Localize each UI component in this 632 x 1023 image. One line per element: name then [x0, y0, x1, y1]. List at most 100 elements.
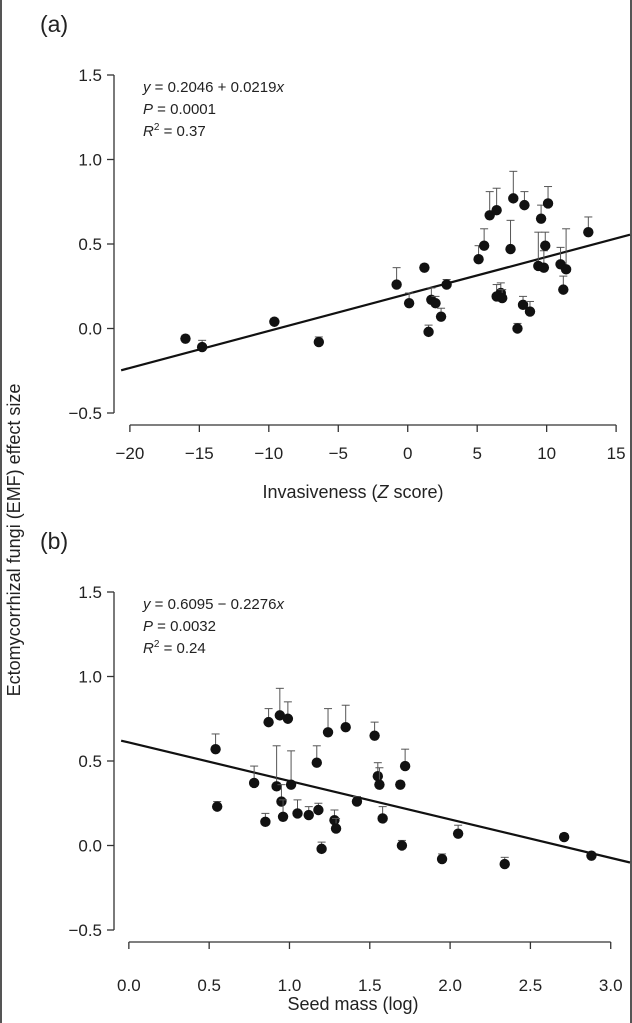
- panel-a-eq-x: x: [275, 79, 284, 96]
- panel-a-data-point: [313, 336, 325, 348]
- panel-b-data-point: [211, 801, 223, 812]
- panel-a-data-point: [441, 279, 452, 290]
- left-edge-line: [0, 0, 2, 1023]
- panel-a-x-axis-title-main: Invasiveness (: [262, 482, 377, 502]
- panel-b-data-point: [369, 730, 380, 741]
- svg-text:P = 0.0001: P = 0.0001: [143, 101, 216, 118]
- panel-b-x-tick-label: 2.0: [438, 976, 462, 995]
- panel-b: (b) y = 0.6095 − 0.2276x P = 0.0032 R2 =…: [40, 528, 631, 1014]
- panel-a-y-tick-label: −0.5: [68, 404, 102, 423]
- panel-a-data-point: [196, 341, 208, 353]
- panel-b-data-point: [303, 809, 314, 821]
- panel-b-data-point: [330, 823, 342, 834]
- panel-b-data-point: [499, 858, 510, 870]
- panel-a-data-point: [435, 311, 447, 322]
- panel-a-data-point: [473, 254, 484, 265]
- panel-b-regression-line: [120, 739, 631, 864]
- panel-b-data-point: [316, 843, 327, 855]
- panel-b-data-point: [399, 760, 411, 772]
- panel-a-r2-superscript: 2: [154, 122, 160, 133]
- panel-a-x-tick-label: 10: [537, 444, 556, 463]
- panel-b-data-point: [558, 831, 570, 843]
- panel-a-data-point: [269, 316, 280, 327]
- panel-a-data-point: [419, 262, 430, 273]
- panel-a-y-tick-label: 0.0: [78, 320, 102, 339]
- panel-b-data-point: [372, 771, 384, 782]
- panel-a-regression-equation: y = 0.2046 + 0.0219x P = 0.0001 R2 = 0.3…: [142, 79, 284, 140]
- panel-b-data-point: [292, 808, 303, 819]
- panel-b-r2-value: = 0.24: [159, 640, 205, 657]
- panel-a-x-axis-title-end: score): [389, 482, 444, 502]
- panel-a-x-axis-title-italic: Z: [377, 482, 390, 502]
- panel-b-x-axis-title-main: Seed mass (log): [287, 994, 418, 1014]
- panel-b-y-tick-label: 0.0: [78, 837, 102, 856]
- panel-b-data-point: [285, 779, 297, 790]
- panel-b-data-point: [274, 710, 286, 721]
- panel-b-data-point: [436, 853, 448, 865]
- panel-b-x-tick-label: 0.5: [197, 976, 221, 995]
- panel-a-data-point: [491, 205, 502, 216]
- panel-b-data-point: [395, 779, 406, 790]
- panel-a-data-point: [391, 279, 402, 290]
- panel-b-data-point: [340, 722, 351, 733]
- panel-b-y-tick-label: 1.0: [78, 668, 102, 687]
- panel-b-x-tick-label: 1.0: [278, 976, 302, 995]
- panel-b-p-symbol: P: [143, 618, 153, 635]
- panel-a-data-point: [512, 323, 523, 334]
- panel-b-eq-y: y: [142, 596, 152, 613]
- panel-a-data-point: [430, 297, 441, 309]
- panel-a-data-point: [519, 199, 530, 211]
- panel-a-data-point: [560, 264, 572, 275]
- panel-a-data-point: [558, 284, 569, 295]
- panel-b-data-point: [396, 840, 408, 851]
- panel-b-r2-symbol: R: [143, 640, 154, 657]
- panel-a-label: (a): [40, 11, 68, 37]
- panel-a-x-tick-label: −20: [115, 444, 144, 463]
- svg-text:R2 = 0.37: R2 = 0.37: [143, 122, 206, 140]
- panel-a-data-point: [496, 292, 508, 304]
- panel-b-p-value: = 0.0032: [153, 618, 216, 635]
- panel-b-data-point: [276, 796, 287, 807]
- panel-a-y-tick-label: 0.5: [78, 235, 102, 254]
- panel-a-data-point: [403, 297, 415, 309]
- panel-a-eq-rhs: = 0.2046 + 0.0219: [151, 79, 277, 96]
- panel-b-eq-x: x: [275, 596, 284, 613]
- panel-b-r2-superscript: 2: [154, 639, 160, 650]
- panel-a-x-tick-label: 15: [607, 444, 626, 463]
- svg-text:R2 = 0.24: R2 = 0.24: [143, 639, 206, 657]
- panel-b-data-point: [313, 804, 324, 816]
- shared-y-axis-title: Ectomycorrhizal fungi (EMF) effect size: [4, 384, 24, 697]
- panel-a-regression-line: [120, 233, 631, 372]
- panel-a-x-tick-label: −5: [329, 444, 348, 463]
- panel-b-eq-rhs: = 0.6095 − 0.2276: [151, 596, 277, 613]
- panel-a-p-value: = 0.0001: [153, 101, 216, 118]
- panel-b-label: (b): [40, 528, 68, 554]
- panel-a-data-point: [508, 193, 519, 204]
- svg-text:y = 0.6095 − 0.2276x: y = 0.6095 − 0.2276x: [142, 596, 284, 613]
- panel-b-data-point: [586, 850, 597, 861]
- svg-text:y = 0.2046 + 0.0219x: y = 0.2046 + 0.0219x: [142, 79, 284, 96]
- svg-text:P = 0.0032: P = 0.0032: [143, 618, 216, 635]
- panel-b-data-point: [282, 713, 294, 724]
- panel-a-data-point: [540, 240, 551, 251]
- panel-b-x-tick-label: 3.0: [599, 976, 623, 995]
- panel-a-p-symbol: P: [143, 101, 153, 118]
- panel-a-data-point: [423, 326, 434, 338]
- panel-a-x-tick-label: 5: [472, 444, 481, 463]
- panel-b-data-point: [322, 727, 334, 738]
- panel-b-data-point: [351, 796, 363, 807]
- panel-b-data-point: [374, 779, 385, 790]
- panel-a-data-point: [538, 262, 550, 273]
- panel-a-x-tick-label: −10: [254, 444, 283, 463]
- panel-b-x-tick-label: 0.0: [117, 976, 141, 995]
- panel-b-y-tick-label: 0.5: [78, 752, 102, 771]
- panel-b-y-tick-label: 1.5: [78, 583, 102, 602]
- panel-a-data-point: [542, 198, 554, 209]
- panel-a-data-point: [524, 306, 536, 317]
- panel-b-x-axis-title: Seed mass (log): [287, 994, 418, 1014]
- right-edge-line: [630, 0, 632, 1023]
- panel-b-data-point: [248, 777, 260, 789]
- panel-b-data-point: [263, 716, 274, 728]
- panel-b-y-tick-label: −0.5: [68, 921, 102, 940]
- panel-b-x-tick-label: 1.5: [358, 976, 382, 995]
